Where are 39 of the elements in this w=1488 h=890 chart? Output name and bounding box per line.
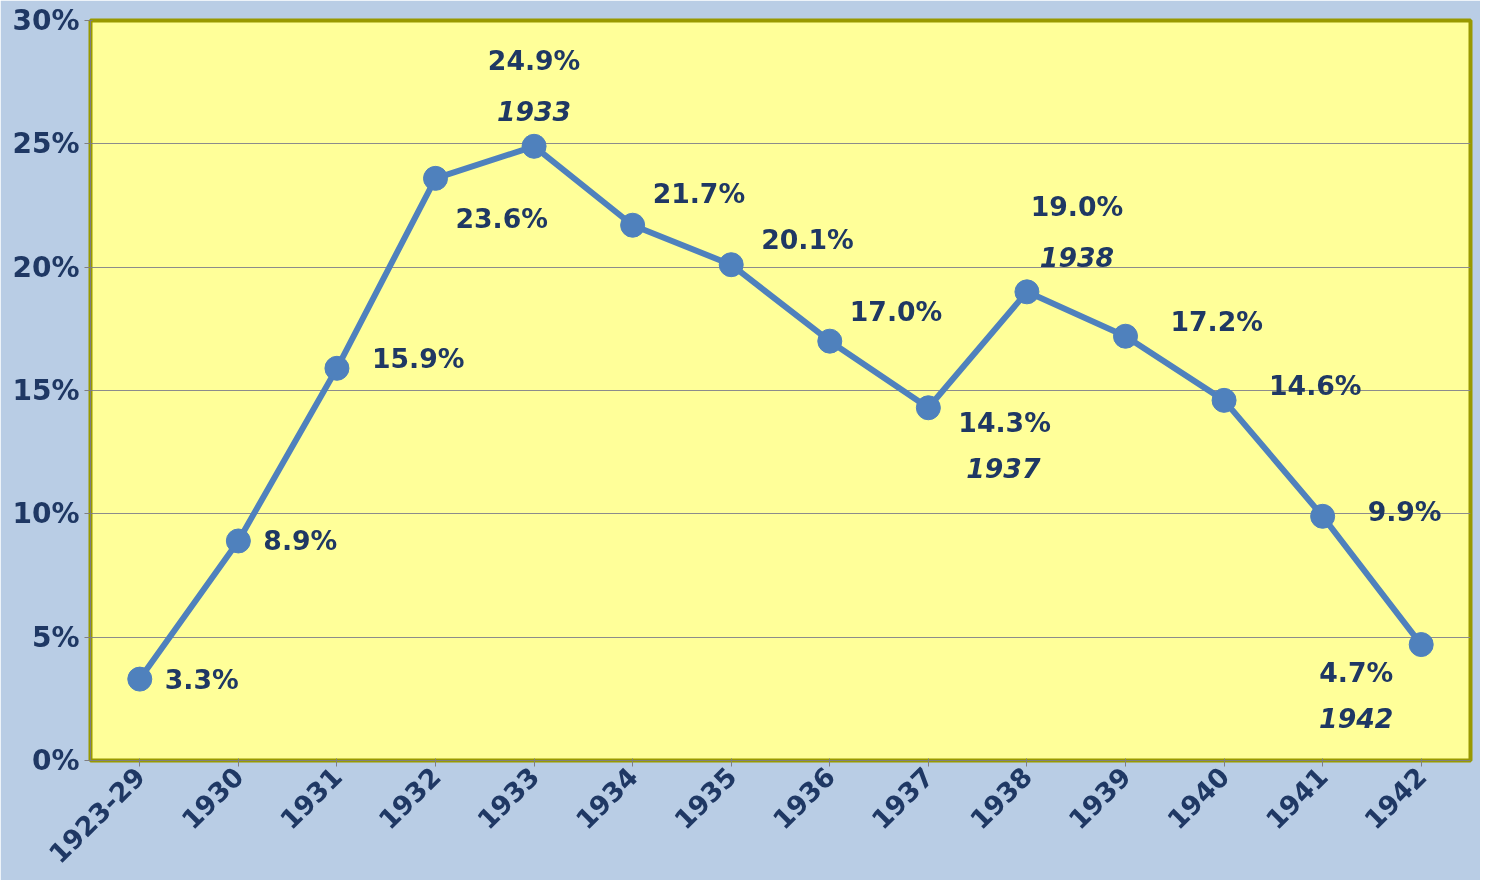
annotation: 1933 — [496, 96, 572, 128]
data-label: 21.7% — [652, 177, 746, 209]
y-tick-label: 20% — [12, 250, 80, 284]
point — [1211, 387, 1237, 413]
point — [1408, 632, 1434, 658]
y-tick-label: 25% — [12, 127, 80, 161]
annotation: 1937 — [966, 452, 1041, 484]
data-label: 23.6% — [455, 202, 548, 234]
y-tick-label: 10% — [12, 497, 80, 531]
data-label: 24.9% — [487, 45, 581, 77]
data-label: 9.9% — [1367, 495, 1442, 527]
data-label: 17.0% — [849, 295, 943, 327]
point — [521, 133, 547, 159]
annotation: 1938 — [1039, 241, 1115, 273]
point — [1113, 323, 1138, 349]
point — [817, 328, 843, 354]
point — [1014, 279, 1040, 305]
data-label: 17.2% — [1170, 305, 1263, 337]
point — [324, 355, 350, 381]
y-tick-label: 30% — [12, 4, 80, 37]
data-label: 4.7% — [1319, 657, 1394, 689]
y-tick-label: 0% — [31, 744, 80, 777]
y-tick-label: 15% — [12, 374, 80, 407]
data-label: 15.9% — [371, 342, 465, 374]
data-label: 8.9% — [263, 525, 338, 557]
point — [1310, 503, 1336, 529]
data-label: 20.1% — [761, 224, 854, 256]
point — [225, 528, 251, 554]
annotation: 1942 — [1319, 702, 1394, 734]
point — [127, 666, 153, 692]
point — [915, 395, 941, 421]
data-label: 14.3% — [958, 407, 1051, 439]
point — [718, 252, 744, 278]
point — [620, 212, 646, 238]
data-label: 14.6% — [1269, 369, 1362, 401]
data-label: 19.0% — [1030, 190, 1124, 222]
y-tick-label: 5% — [31, 620, 80, 654]
data-label: 3.3% — [164, 663, 239, 695]
point — [423, 165, 448, 191]
